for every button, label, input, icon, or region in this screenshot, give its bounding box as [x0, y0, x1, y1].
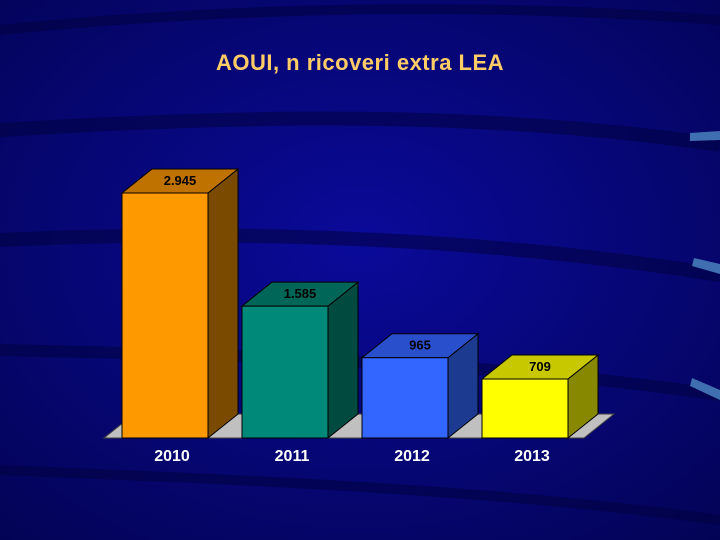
bar-2010 [120, 167, 240, 440]
category-label: 2011 [275, 448, 310, 465]
value-label: 1.585 [284, 286, 317, 301]
category-label: 2013 [514, 448, 550, 465]
labels-group: 2.945 2010 1.585 2011 965 2012 709 2013 [154, 173, 551, 465]
bars-group [120, 167, 600, 440]
value-label: 965 [409, 338, 431, 353]
value-label: 2.945 [164, 173, 197, 188]
bar-2011 [240, 281, 360, 440]
category-label: 2012 [394, 448, 430, 465]
bar-2012 [360, 332, 480, 440]
bar-side [327, 281, 359, 440]
bar-front [481, 378, 569, 439]
chart-title: AOUI, n ricoveri extra LEA [215, 50, 505, 75]
bar-front [241, 305, 329, 439]
bar-front [361, 357, 449, 439]
bar-2013 [480, 353, 600, 440]
category-label: 2010 [154, 448, 190, 465]
bar-side [207, 167, 239, 440]
bar-front [121, 192, 209, 439]
value-label: 709 [529, 359, 551, 374]
